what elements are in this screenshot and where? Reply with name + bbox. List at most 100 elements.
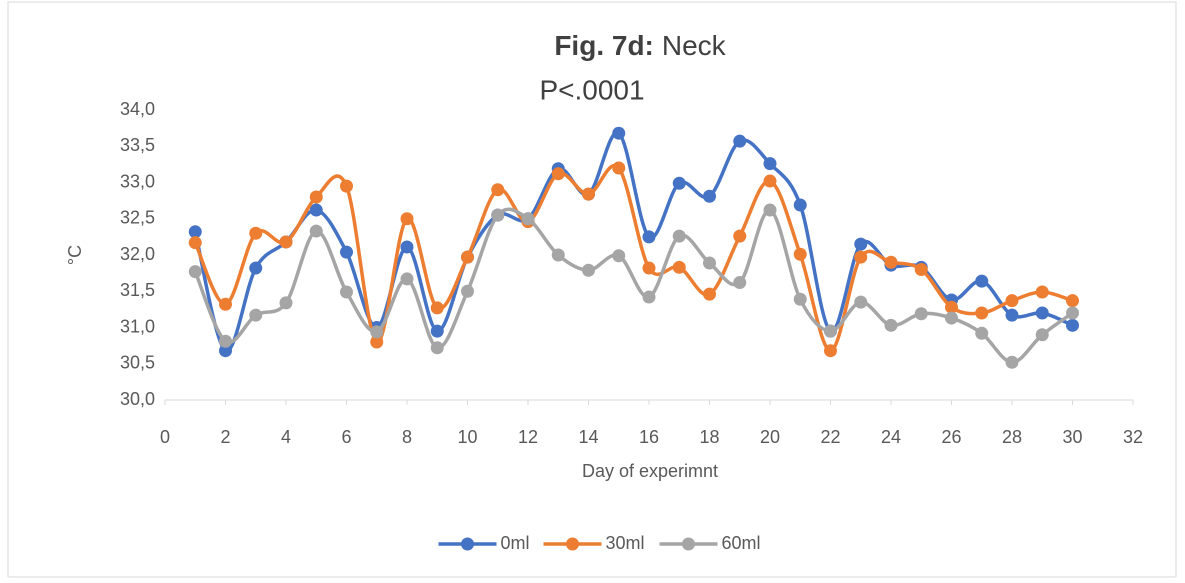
x-tick-label: 28 xyxy=(1002,427,1022,447)
x-tick-label: 0 xyxy=(160,427,170,447)
y-tick-label: 34,0 xyxy=(120,99,155,119)
data-point xyxy=(854,295,868,309)
data-point xyxy=(370,335,384,349)
data-point xyxy=(914,307,928,321)
data-point xyxy=(672,176,686,190)
data-point xyxy=(219,334,232,348)
data-point xyxy=(642,230,656,244)
data-point xyxy=(763,157,777,171)
data-point xyxy=(551,248,565,262)
data-point xyxy=(733,229,747,243)
data-point xyxy=(1035,328,1049,342)
data-point xyxy=(430,301,444,315)
data-point xyxy=(672,229,686,243)
data-point xyxy=(461,284,474,298)
data-point xyxy=(249,261,263,275)
data-point xyxy=(400,272,414,286)
data-point xyxy=(188,265,202,279)
data-point xyxy=(884,318,898,332)
x-tick-label: 6 xyxy=(341,427,351,447)
title-bold: Fig. 7d: xyxy=(554,30,654,61)
data-point xyxy=(793,198,807,212)
data-point xyxy=(884,255,898,269)
data-point xyxy=(945,300,958,314)
x-tick-label: 12 xyxy=(518,427,538,447)
x-tick-label: 14 xyxy=(578,427,598,447)
y-tick-label: 31,0 xyxy=(120,316,155,336)
y-tick-label: 31,5 xyxy=(120,280,155,300)
legend-item: 60ml xyxy=(659,533,761,553)
data-point xyxy=(551,167,565,181)
data-point xyxy=(672,260,686,274)
y-tick-label: 33,5 xyxy=(120,135,155,155)
y-axis-label: °C xyxy=(65,245,85,265)
data-point xyxy=(642,290,656,304)
data-point xyxy=(763,174,777,188)
data-point xyxy=(340,285,353,299)
data-point xyxy=(370,325,384,339)
data-point xyxy=(491,183,505,197)
data-point xyxy=(249,226,263,240)
data-point xyxy=(340,245,353,259)
legend-label: 30ml xyxy=(606,533,645,553)
x-tick-label: 32 xyxy=(1123,427,1143,447)
legend-marker xyxy=(682,537,695,551)
y-tick-label: 32,0 xyxy=(120,244,155,264)
data-point xyxy=(1005,355,1019,369)
data-point xyxy=(824,324,837,338)
data-point xyxy=(612,249,626,263)
x-tick-label: 30 xyxy=(1062,427,1082,447)
data-point xyxy=(340,179,353,193)
data-point xyxy=(1005,294,1019,308)
data-point xyxy=(279,296,293,310)
data-point xyxy=(733,276,747,290)
x-tick-label: 16 xyxy=(639,427,659,447)
data-point xyxy=(430,341,444,355)
data-point xyxy=(188,225,202,239)
x-tick-label: 24 xyxy=(881,427,901,447)
data-point xyxy=(249,308,263,322)
data-point xyxy=(582,263,595,277)
y-tick-label: 30,0 xyxy=(120,389,155,409)
data-point xyxy=(1066,318,1079,332)
data-point xyxy=(461,250,474,264)
x-tick-label: 26 xyxy=(941,427,961,447)
x-tick-label: 10 xyxy=(457,427,477,447)
legend-marker xyxy=(566,537,579,551)
y-tick-label: 33,0 xyxy=(120,171,155,191)
data-point xyxy=(703,256,716,270)
chart-subtitle: P<.0001 xyxy=(539,74,644,105)
data-point xyxy=(945,311,958,325)
chart-title: Fig. 7d: Neck xyxy=(554,30,726,61)
data-point xyxy=(1005,308,1019,322)
data-point xyxy=(914,263,928,276)
data-point xyxy=(582,187,595,201)
data-point xyxy=(309,203,323,217)
data-point xyxy=(763,203,777,217)
data-point xyxy=(703,287,716,301)
x-tick-label: 20 xyxy=(760,427,780,447)
legend-label: 60ml xyxy=(722,533,761,553)
legend-label: 0ml xyxy=(501,533,530,553)
data-point xyxy=(1035,285,1049,299)
data-point xyxy=(400,240,414,254)
data-point xyxy=(491,208,505,222)
data-point xyxy=(642,261,656,275)
data-point xyxy=(309,190,323,204)
data-point xyxy=(975,306,989,320)
data-point xyxy=(733,134,747,148)
x-tick-label: 4 xyxy=(281,427,291,447)
data-point xyxy=(219,344,232,358)
data-point xyxy=(703,189,716,203)
legend-item: 0ml xyxy=(438,533,530,553)
title-rest: Neck xyxy=(662,30,727,61)
data-point xyxy=(975,326,989,340)
data-point xyxy=(975,274,989,288)
data-point xyxy=(309,224,323,238)
x-tick-label: 2 xyxy=(220,427,230,447)
data-point xyxy=(612,126,626,140)
data-point xyxy=(400,212,414,226)
y-tick-label: 30,5 xyxy=(120,353,155,373)
data-point xyxy=(188,236,202,250)
